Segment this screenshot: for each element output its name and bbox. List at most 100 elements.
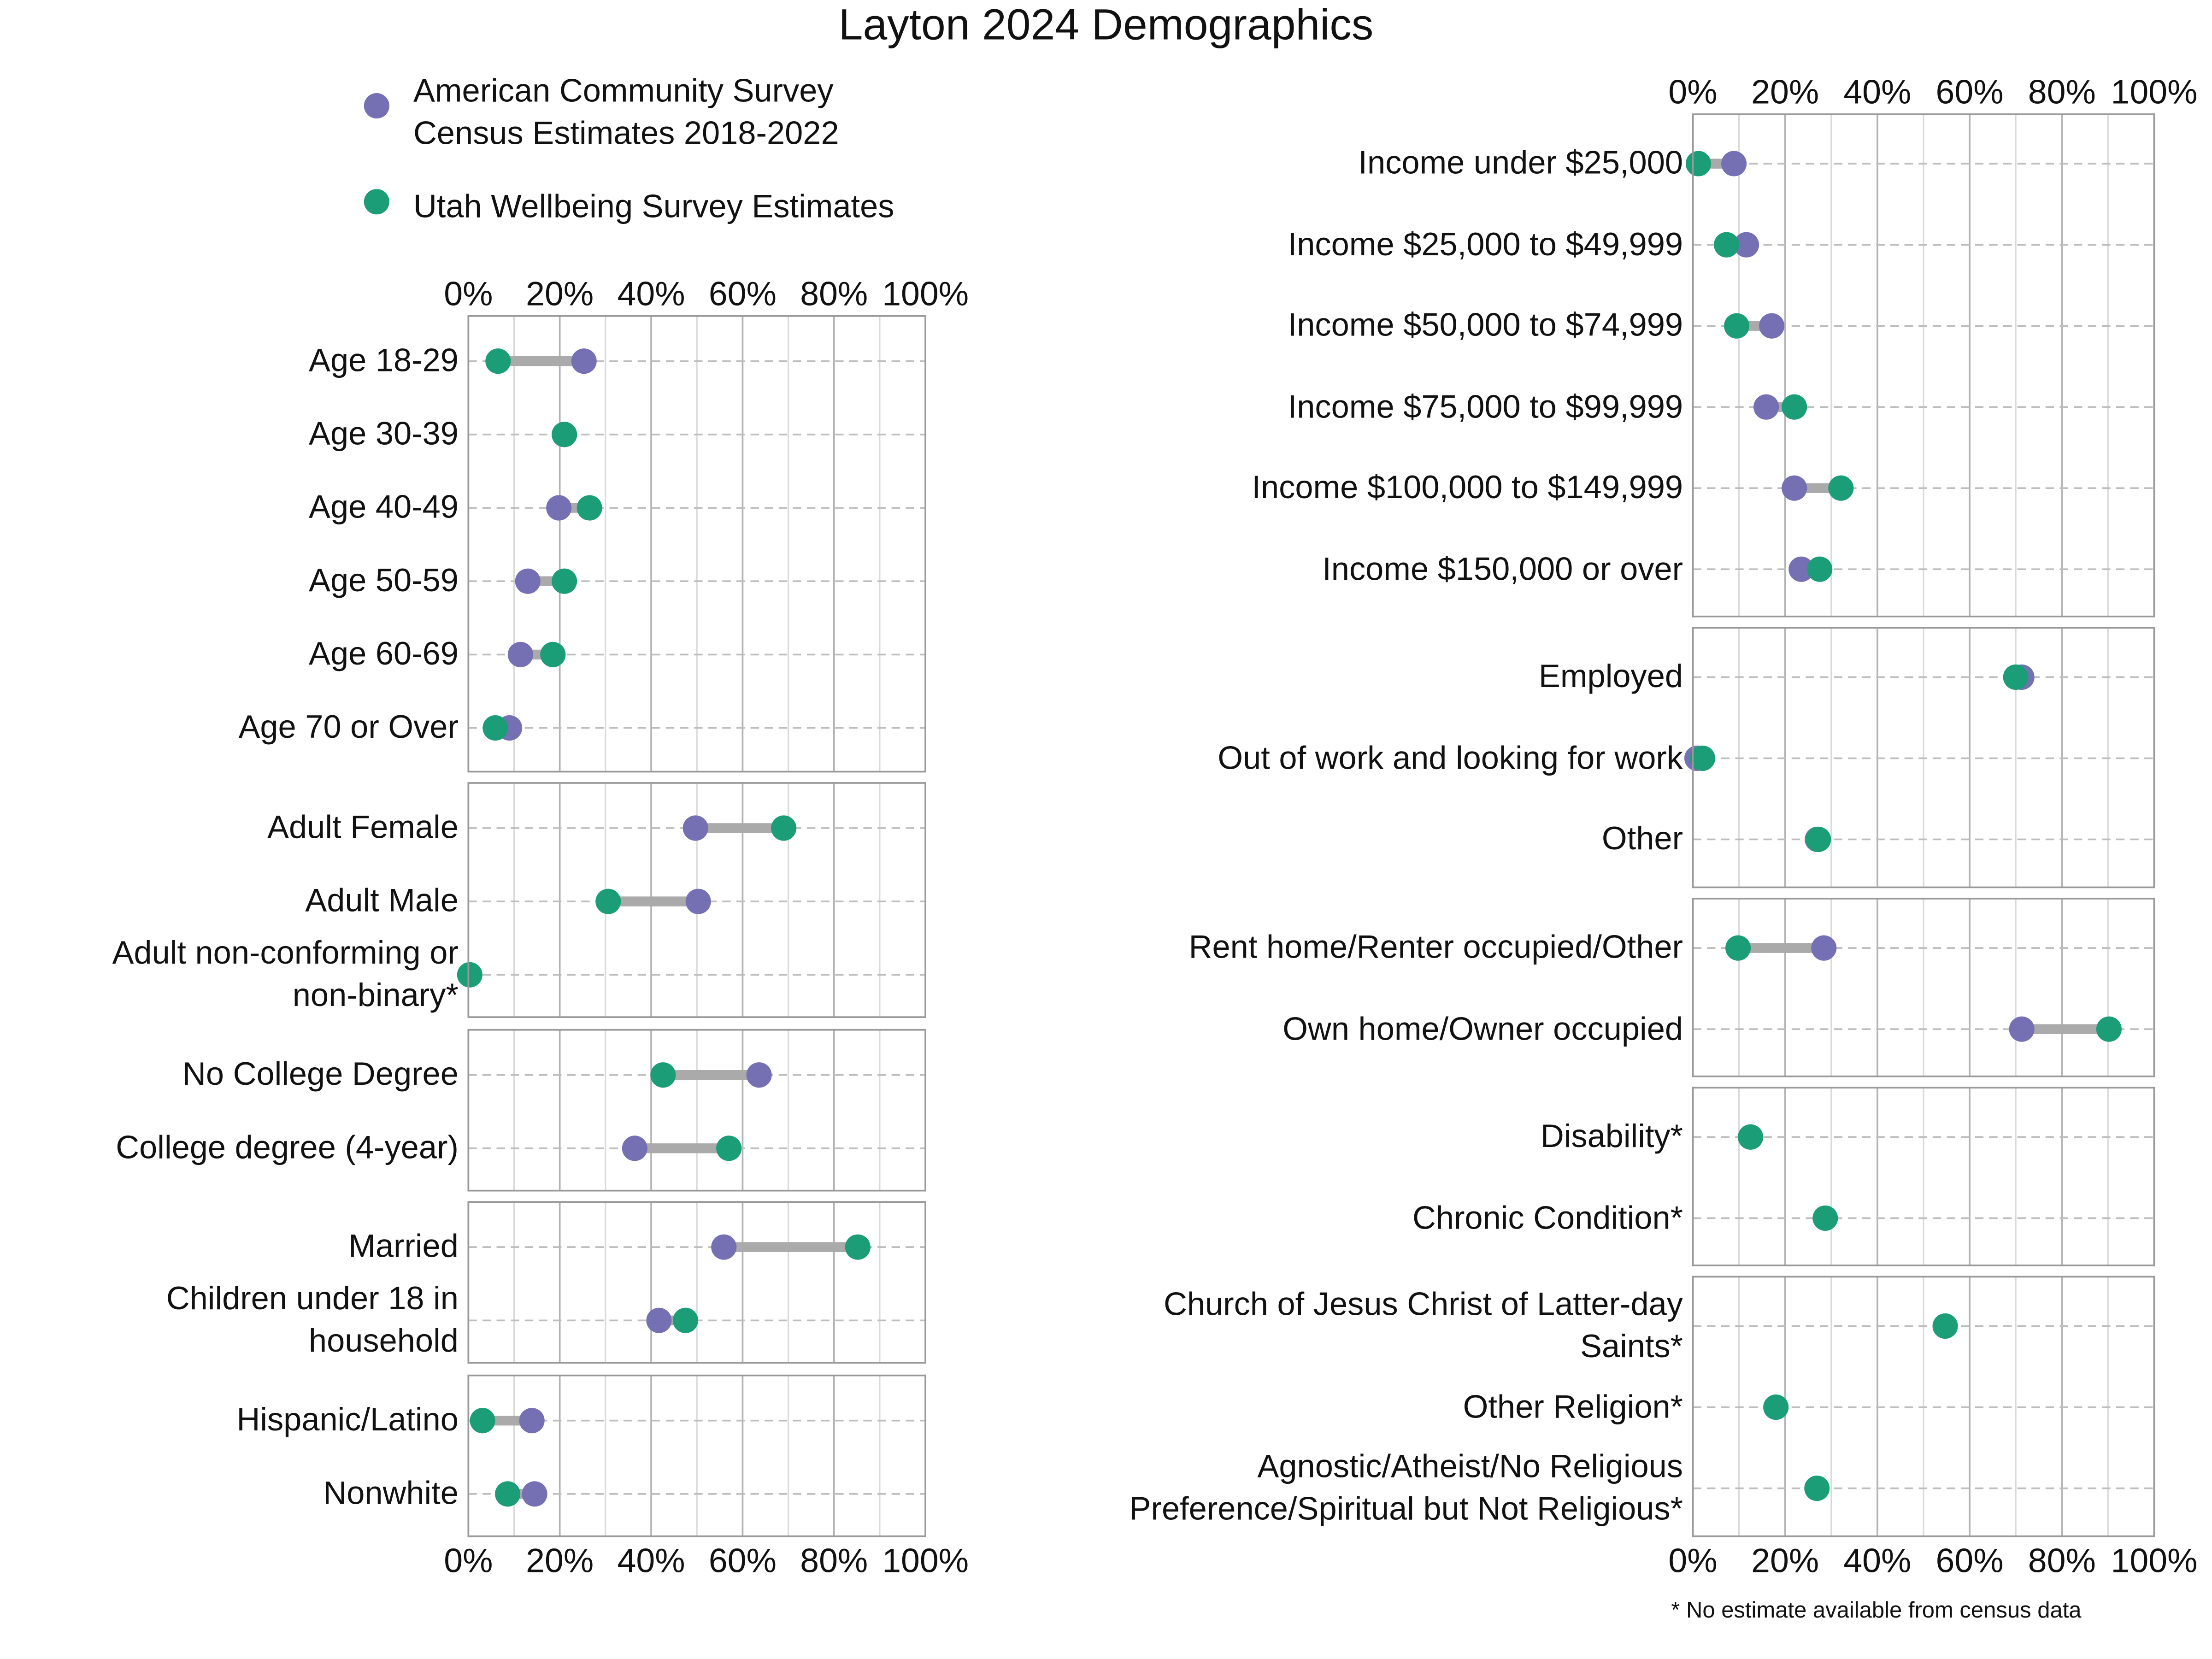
dot: [685, 888, 711, 914]
dot: [1685, 151, 1712, 176]
panel-frame: [467, 315, 926, 773]
dot: [595, 888, 621, 914]
panel-frame: [1692, 113, 2155, 618]
y-tick-label: Age 40-49: [308, 488, 459, 525]
x-tick-label: 100%: [2111, 74, 2198, 112]
dot: [1753, 394, 1779, 420]
dot: [546, 495, 572, 521]
y-tick-label: Age 60-69: [308, 635, 459, 672]
x-tick-label: 80%: [800, 1542, 868, 1581]
dot: [540, 641, 566, 667]
y-tick-label: Church of Jesus Christ of Latter-day Sai…: [1163, 1285, 1683, 1365]
y-tick-label: Income $150,000 or over: [1322, 549, 1683, 587]
dot: [1763, 1394, 1789, 1420]
footnote: * No estimate available from census data: [1671, 1599, 2082, 1624]
panel-frame: [1692, 627, 2155, 888]
x-tick-label: 80%: [2028, 74, 2096, 112]
x-tick-label: 100%: [882, 276, 969, 314]
y-tick-label: Rent home/Renter occupied/Other: [1188, 928, 1683, 965]
y-tick-label: Income under $25,000: [1358, 144, 1683, 181]
dot: [1804, 1476, 1830, 1501]
x-tick-label: 40%: [617, 1542, 685, 1581]
y-tick-label: Income $75,000 to $99,999: [1288, 387, 1683, 424]
x-tick-label: 80%: [800, 276, 868, 314]
panel-frame: [467, 1374, 926, 1537]
legend-marker: [364, 93, 389, 119]
dot: [577, 495, 602, 521]
y-tick-label: Adult Female: [267, 808, 459, 845]
x-tick-label: 40%: [617, 276, 685, 314]
x-tick-label: 100%: [2111, 1542, 2198, 1581]
dot: [507, 641, 533, 667]
dot: [716, 1135, 742, 1161]
x-tick-label: 40%: [1843, 74, 1912, 112]
y-tick-label: Out of work and looking for work: [1218, 738, 1683, 776]
dot: [845, 1234, 871, 1260]
x-tick-label: 40%: [1843, 1542, 1912, 1581]
legend-marker: [364, 189, 389, 215]
panel-frame: [467, 782, 926, 1018]
y-tick-label: Agnostic/Atheist/No Religious Preference…: [1129, 1447, 1683, 1527]
y-tick-label: Employed: [1538, 657, 1683, 694]
dot: [552, 422, 577, 447]
y-tick-label: Income $25,000 to $49,999: [1288, 225, 1683, 262]
dot: [1759, 313, 1785, 339]
dot: [1828, 475, 1854, 501]
y-tick-label: Chronic Condition*: [1412, 1198, 1683, 1235]
x-tick-label: 20%: [526, 1542, 594, 1581]
chart-title: Layton 2024 Demographics: [838, 0, 1374, 49]
dot: [470, 1408, 495, 1434]
y-tick-label: Age 30-39: [308, 415, 459, 452]
dot: [1738, 1124, 1764, 1150]
panel-frame: [467, 1201, 926, 1364]
y-tick-label: Adult Male: [305, 882, 459, 919]
x-tick-label: 0%: [444, 1542, 493, 1581]
dot: [682, 815, 708, 841]
dot: [1782, 475, 1807, 501]
dot: [515, 568, 541, 594]
y-tick-label: Hispanic/Latino: [236, 1400, 459, 1438]
x-tick-label: 60%: [708, 276, 777, 314]
y-tick-label: Age 18-29: [308, 341, 459, 378]
dot: [1782, 394, 1807, 420]
dot: [522, 1481, 547, 1507]
dot: [1806, 826, 1831, 852]
dot: [771, 815, 797, 841]
y-tick-label: Nonwhite: [323, 1474, 459, 1511]
dot: [1788, 556, 1814, 582]
dot: [485, 348, 511, 374]
panel-frame: [467, 1029, 926, 1192]
x-tick-label: 60%: [1936, 1542, 2004, 1581]
dot: [571, 348, 597, 374]
x-tick-label: 0%: [1668, 1542, 1718, 1581]
dot: [495, 1481, 521, 1507]
dot: [1689, 745, 1716, 771]
dot: [2003, 664, 2029, 690]
y-tick-label: Other: [1601, 819, 1683, 857]
dot: [746, 1062, 772, 1088]
dot: [457, 962, 482, 988]
y-tick-label: Age 70 or Over: [238, 708, 459, 745]
dot: [622, 1135, 647, 1161]
dot: [672, 1307, 698, 1333]
y-tick-label: Adult non-conforming or non-binary*: [112, 934, 459, 1013]
legend-label: American Community Survey Census Estimat…: [413, 72, 839, 151]
dot: [1725, 935, 1751, 961]
x-tick-label: 60%: [1936, 74, 2004, 112]
dot: [646, 1307, 672, 1333]
y-tick-label: Other Religion*: [1463, 1387, 1683, 1424]
y-tick-label: Disability*: [1540, 1117, 1683, 1154]
y-tick-label: Married: [348, 1227, 459, 1265]
dot: [2009, 1016, 2035, 1042]
dot: [1812, 1205, 1838, 1231]
dot: [1713, 232, 1740, 258]
dot: [1811, 935, 1837, 961]
x-tick-label: 60%: [708, 1542, 777, 1581]
dot: [552, 568, 577, 594]
x-tick-label: 20%: [526, 276, 594, 314]
y-tick-label: No College Degree: [182, 1055, 459, 1092]
dot: [1932, 1313, 1958, 1339]
legend-label: Utah Wellbeing Survey Estimates: [413, 188, 894, 224]
